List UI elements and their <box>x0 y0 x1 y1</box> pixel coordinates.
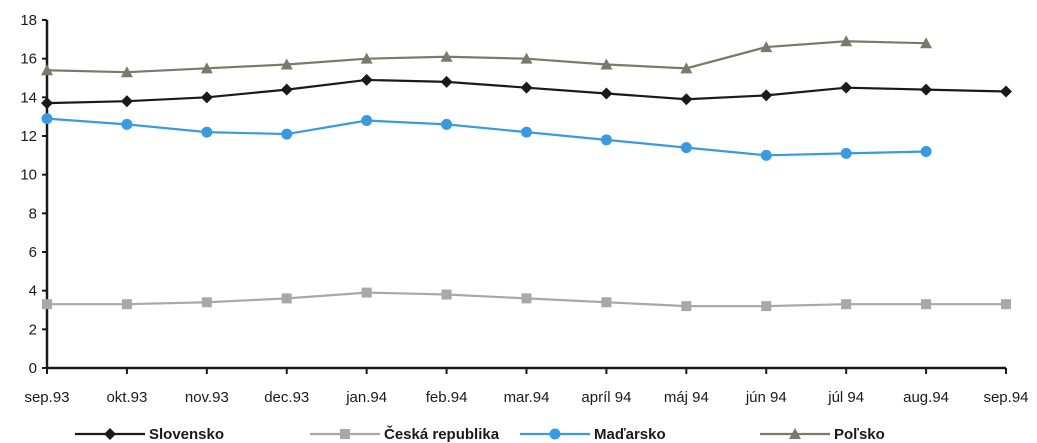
data-point <box>41 97 53 110</box>
data-point <box>680 142 692 154</box>
legend-swatch-marker <box>789 428 801 439</box>
data-point <box>441 118 453 130</box>
data-point <box>121 118 133 130</box>
data-point <box>361 287 372 298</box>
legend-label: Poľsko <box>834 426 885 443</box>
x-tick-label: apríl 94 <box>581 389 631 406</box>
data-point <box>840 35 853 47</box>
series-1 <box>42 287 1011 312</box>
y-tick-label: 18 <box>20 12 37 29</box>
data-point <box>920 37 933 49</box>
x-tick-label: okt.93 <box>106 389 147 406</box>
data-point <box>600 134 612 146</box>
data-point <box>1001 299 1011 310</box>
data-point <box>200 91 213 104</box>
legend-label: Česká republika <box>384 425 500 443</box>
y-tick-label: 6 <box>29 244 37 261</box>
x-tick-label: dec.93 <box>264 389 309 406</box>
x-tick-label: jún 94 <box>745 389 787 406</box>
data-point <box>440 50 453 62</box>
legend-item-1: Česká republika <box>310 425 500 443</box>
data-point <box>120 95 133 108</box>
data-point <box>601 297 612 308</box>
data-point <box>760 41 773 53</box>
legend-swatch-marker <box>104 428 116 440</box>
legend-swatch-marker <box>340 429 350 439</box>
data-point <box>920 145 932 157</box>
data-point <box>921 299 932 310</box>
data-point <box>680 62 693 74</box>
series-0 <box>41 73 1012 110</box>
data-point <box>521 126 532 138</box>
data-point <box>201 126 213 138</box>
data-point <box>41 64 53 76</box>
legend-swatch-marker <box>549 428 561 440</box>
y-tick-label: 14 <box>20 89 37 106</box>
data-point <box>920 83 933 96</box>
x-tick-label: júl 94 <box>827 389 864 406</box>
x-tick-label: jan.94 <box>345 389 387 406</box>
data-point <box>361 115 373 127</box>
data-point <box>600 58 613 70</box>
data-point <box>201 297 212 308</box>
x-tick-label: sep.94 <box>983 389 1028 406</box>
data-point <box>281 293 292 304</box>
data-point <box>680 93 693 106</box>
data-point <box>520 81 533 94</box>
data-point <box>121 299 132 310</box>
x-tick-label: aug.94 <box>903 389 949 406</box>
data-point <box>521 293 532 304</box>
series-line <box>46 117 927 157</box>
series-line <box>46 40 927 74</box>
data-point <box>600 87 613 100</box>
legend: Slovensko Česká republika Maďarsko Poľsko <box>75 425 885 443</box>
data-point <box>360 52 373 64</box>
data-point <box>440 75 453 88</box>
legend-item-3: Poľsko <box>760 426 885 443</box>
legend-item-2: Maďarsko <box>520 426 666 443</box>
y-tick-label: 4 <box>29 283 37 300</box>
x-tick-label: sep.93 <box>24 389 69 406</box>
x-tick-label: máj 94 <box>664 389 709 406</box>
series-layer <box>41 35 1012 312</box>
data-point <box>280 58 293 70</box>
data-point <box>200 62 213 74</box>
y-tick-label: 8 <box>29 205 37 222</box>
data-point <box>840 147 852 159</box>
data-point <box>841 299 852 310</box>
data-point <box>41 113 53 125</box>
y-tick-label: 16 <box>20 51 37 68</box>
y-tick-label: 2 <box>29 321 37 338</box>
data-point <box>42 299 52 310</box>
data-point <box>520 52 533 64</box>
series-2 <box>41 113 932 161</box>
legend-label: Maďarsko <box>594 426 666 443</box>
y-tick-label: 10 <box>20 167 37 184</box>
data-point <box>1000 85 1012 98</box>
legend-label: Slovensko <box>149 426 224 443</box>
x-tick-label: feb.94 <box>426 389 468 406</box>
x-tick-label: mar.94 <box>504 389 550 406</box>
y-tick-label: 0 <box>29 360 37 377</box>
data-point <box>441 289 452 300</box>
y-tick-label: 12 <box>20 128 37 145</box>
data-point <box>120 66 133 78</box>
axes: 0 2 4 6 8 10 12 14 16 18 sep.93 okt.93 nov.93 dec.93 j… <box>20 12 1028 406</box>
data-point <box>681 301 692 312</box>
legend-item-0: Slovensko <box>75 426 224 443</box>
x-tick-label: nov.93 <box>185 389 229 406</box>
data-point <box>840 81 853 94</box>
data-point <box>761 301 772 312</box>
series-3 <box>41 35 933 78</box>
data-point <box>760 149 772 161</box>
data-point <box>280 83 293 96</box>
data-point <box>760 89 773 102</box>
data-point <box>360 73 373 86</box>
data-point <box>281 128 293 140</box>
